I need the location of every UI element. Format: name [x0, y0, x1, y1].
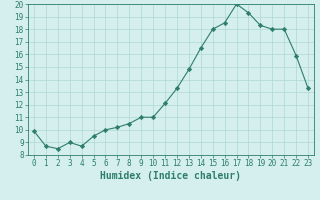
X-axis label: Humidex (Indice chaleur): Humidex (Indice chaleur) — [100, 171, 242, 181]
